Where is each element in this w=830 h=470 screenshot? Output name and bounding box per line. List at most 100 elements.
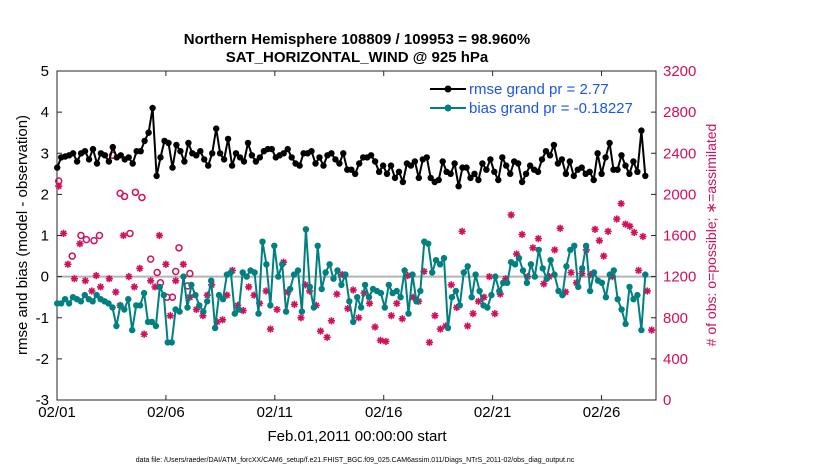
rmse-point xyxy=(280,150,287,157)
rmse-point xyxy=(379,162,387,169)
rmse-point xyxy=(236,154,244,161)
obs-possible-marker xyxy=(131,188,140,197)
obs-assimilated-marker xyxy=(355,314,363,322)
rmse-point xyxy=(479,160,486,167)
bias-point xyxy=(567,246,574,254)
obs-possible-marker xyxy=(95,231,104,240)
y-tick-label: 2 xyxy=(41,186,49,203)
bias-point xyxy=(590,269,598,276)
bias-point xyxy=(448,294,456,301)
obs-assimilated-marker xyxy=(297,314,305,322)
rmse-point xyxy=(570,172,577,180)
bias-point xyxy=(251,269,258,276)
rmse-point xyxy=(483,166,490,173)
obs-possible-marker xyxy=(120,192,129,201)
bias-point xyxy=(523,279,531,286)
obs-possible-marker xyxy=(82,235,91,244)
bias-point xyxy=(125,296,132,303)
bias-point xyxy=(602,294,610,301)
bias-point xyxy=(231,310,238,317)
bias-point xyxy=(555,287,562,295)
bias-point xyxy=(638,326,645,334)
x-axis-label: Feb.01,2011 00:00:00 start xyxy=(267,428,447,445)
obs-assimilated-marker xyxy=(458,227,466,235)
rmse-point xyxy=(157,154,164,161)
rmse-point xyxy=(415,174,422,182)
rmse-point xyxy=(566,158,573,165)
rmse-point xyxy=(336,160,343,167)
bias-point xyxy=(460,269,467,276)
legend-rmse-marker xyxy=(444,85,452,93)
rmse-point xyxy=(256,154,264,161)
y-tick-label: 1 xyxy=(41,228,49,245)
rmse-point xyxy=(538,156,546,163)
y-right-tick-label: 1200 xyxy=(663,269,696,286)
x-tick-label: 02/16 xyxy=(365,404,403,421)
bias-point xyxy=(511,261,519,268)
bias-point xyxy=(452,287,460,295)
bias-point xyxy=(440,254,448,262)
bias-point xyxy=(425,240,432,247)
y-right-tick-label: 0 xyxy=(663,392,671,409)
rmse-point xyxy=(606,139,613,147)
obs-assimilated-marker xyxy=(290,300,299,308)
y-right-tick-label: 2400 xyxy=(663,145,696,162)
rmse-point xyxy=(371,158,379,165)
obs-assimilated-marker xyxy=(551,246,559,254)
obs-assimilated-marker xyxy=(591,225,599,233)
bias-point xyxy=(282,308,290,315)
obs-possible-marker xyxy=(186,269,194,278)
bias-point xyxy=(417,287,424,295)
bias-point xyxy=(298,308,306,315)
series-layer xyxy=(54,104,649,346)
rmse-point xyxy=(455,183,462,190)
bias-point xyxy=(243,273,250,280)
obs-assimilated-marker xyxy=(518,230,526,239)
bias-point xyxy=(610,267,617,274)
bias-point xyxy=(196,302,203,309)
rmse-point xyxy=(340,150,347,157)
rmse-point xyxy=(407,162,415,169)
bias-point xyxy=(239,269,246,276)
y-axis-right: 3200 2800 2400 2000 1600 1200 800 400 0 xyxy=(651,63,696,409)
obs-assimilated-marker xyxy=(147,277,155,285)
bias-point xyxy=(180,273,187,280)
rmse-point xyxy=(411,158,419,165)
obs-assimilated-marker xyxy=(105,275,113,283)
rmse-point xyxy=(491,168,498,175)
obs-possible-marker xyxy=(68,252,76,260)
bias-point xyxy=(543,275,550,282)
bias-point xyxy=(121,306,128,313)
rmse-point xyxy=(248,152,256,159)
rmse-point xyxy=(81,148,89,155)
chart-title: Northern Hemisphere 108809 / 109953 = 98… xyxy=(184,31,530,48)
obs-assimilated-marker xyxy=(630,228,638,237)
y-tick-label: -3 xyxy=(36,392,49,409)
bias-point xyxy=(89,298,96,305)
obs-assimilated-marker xyxy=(398,315,406,323)
bias-point xyxy=(77,298,85,305)
rmse-point xyxy=(137,148,144,155)
bias-point xyxy=(267,302,274,309)
obs-assimilated-marker xyxy=(534,234,542,243)
axes-box xyxy=(56,70,657,401)
rmse-point xyxy=(395,168,403,175)
rmse-point xyxy=(471,170,478,177)
legend-bias-marker xyxy=(444,104,452,112)
plot-area xyxy=(54,70,657,401)
bias-point xyxy=(117,302,124,309)
obs-assimilated-marker xyxy=(88,287,96,295)
obs-assimilated-marker xyxy=(70,275,79,283)
bias-point xyxy=(192,291,199,299)
rmse-point xyxy=(602,154,609,161)
obs-assimilated-marker xyxy=(316,327,325,335)
rmse-point xyxy=(614,166,621,173)
rmse-point xyxy=(642,172,649,180)
rmse-point xyxy=(185,139,192,147)
rmse-point xyxy=(634,168,641,175)
obs-assimilated-marker xyxy=(92,271,100,280)
obs-assimilated-marker xyxy=(491,310,499,318)
bias-point xyxy=(200,308,207,315)
obs-assimilated-marker xyxy=(507,211,515,219)
obs-assimilated-marker xyxy=(485,273,493,281)
